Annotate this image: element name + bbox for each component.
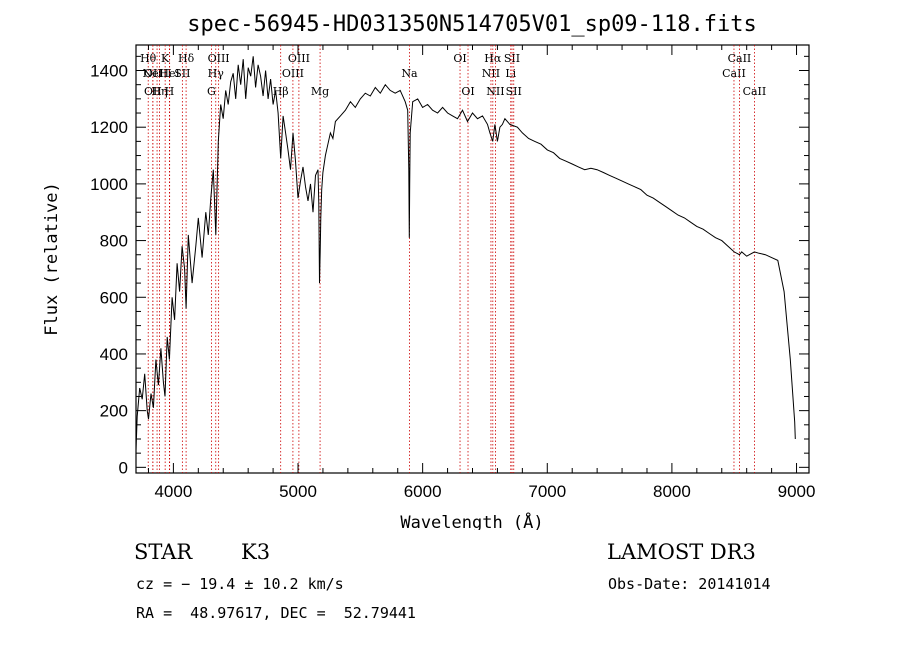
line-marker-label: Hη [151, 85, 167, 98]
line-marker-label: Hα [484, 52, 502, 65]
line-marker-label: NII [482, 67, 500, 80]
spectrum-chart: spec-56945-HD031350N514705V01_sp09-118.f… [42, 12, 816, 530]
x-tick-label: 7000 [528, 482, 566, 501]
x-axis: 4000 5000 6000 7000 8000 9000 [147, 45, 816, 501]
line-marker-label: K [161, 52, 170, 65]
observation-date: Obs-Date: 20141014 [608, 575, 771, 593]
line-marker-label: CaII [722, 67, 746, 80]
y-tick-label: 200 [100, 402, 128, 421]
y-tick-label: 1400 [90, 62, 128, 81]
line-marker-label: OIII [288, 52, 310, 65]
line-marker-label: CaII [728, 52, 752, 65]
line-marker-label: Hθ [140, 52, 157, 65]
spectral-line-markers: HθOIIOIINeIIIHηKHHeISIIHδGHγOIIIHβOIIIOI… [140, 45, 766, 473]
line-marker-label: Hδ [178, 52, 195, 65]
redshift-cz: cz = − 19.4 ± 10.2 km/s [136, 575, 344, 593]
x-tick-label: 6000 [404, 482, 442, 501]
y-tick-label: 800 [100, 232, 128, 251]
line-marker-label: Hγ [208, 67, 225, 80]
x-tick-label: 9000 [778, 482, 816, 501]
x-tick-label: 8000 [653, 482, 691, 501]
line-marker-label: SII [506, 85, 522, 98]
line-marker-label: SII [174, 67, 190, 80]
line-marker-label: Na [401, 67, 418, 80]
line-marker-label: Li [505, 67, 516, 80]
y-tick-label: 1000 [90, 175, 128, 194]
x-axis-label: Wavelength (Å) [400, 511, 543, 530]
y-axis-label: Flux (relative) [42, 182, 62, 336]
line-marker-label: CaII [743, 85, 767, 98]
line-marker-label: G [207, 85, 216, 98]
y-tick-label: 400 [100, 345, 128, 364]
line-marker-label: NeIII [142, 67, 171, 80]
y-tick-label: 600 [100, 288, 128, 307]
object-subclass: K3 [241, 540, 271, 564]
x-tick-label: 5000 [279, 482, 317, 501]
x-tick-label: 4000 [154, 482, 192, 501]
chart-title: spec-56945-HD031350N514705V01_sp09-118.f… [187, 12, 757, 37]
line-marker-label: OIII [282, 67, 304, 80]
line-marker-label: NII [486, 85, 504, 98]
line-marker-label: OIII [208, 52, 230, 65]
ra-dec-coordinates: RA = 48.97617, DEC = 52.79441 [136, 604, 416, 622]
line-marker-label: HeI [159, 67, 179, 80]
line-marker-label: OI [461, 85, 474, 98]
line-marker-label: OI [453, 52, 466, 65]
line-marker-label: Mg [311, 85, 329, 98]
y-axis: 0 200 400 600 800 1000 1200 1400 [90, 55, 809, 477]
spectrum-line [135, 56, 796, 451]
survey-name: LAMOST DR3 [607, 540, 756, 564]
y-tick-label: 1200 [90, 118, 128, 137]
y-tick-label: 0 [119, 458, 128, 477]
plot-frame [135, 44, 810, 474]
object-class: STAR [134, 540, 193, 564]
line-marker-label: SII [504, 52, 520, 65]
line-marker-label: Hβ [273, 85, 289, 98]
